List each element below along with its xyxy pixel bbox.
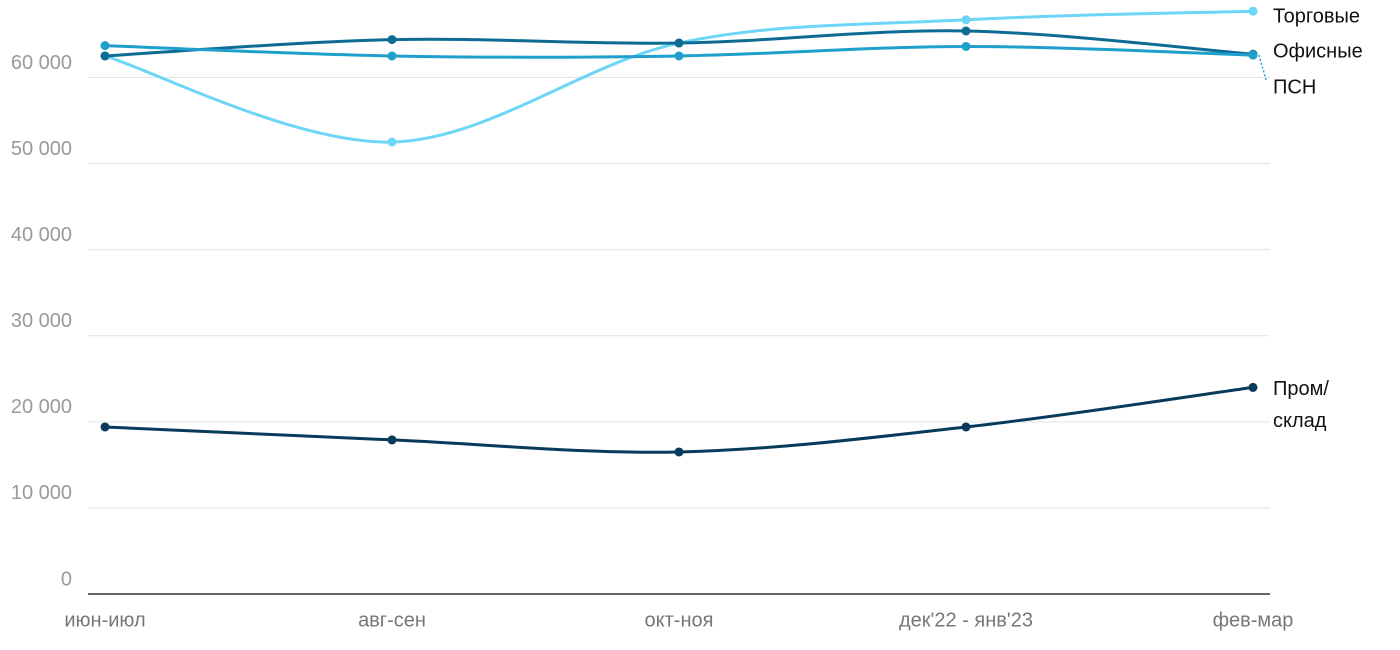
line xyxy=(104,9,1254,144)
point xyxy=(387,51,397,61)
point xyxy=(961,422,971,432)
point xyxy=(1248,50,1258,60)
point xyxy=(100,422,110,432)
legend-label: Торговые xyxy=(1273,5,1360,27)
point xyxy=(100,51,110,61)
legend-label-line: Пром/ xyxy=(1273,378,1329,400)
x-tick-label: окт-ноя xyxy=(645,609,714,631)
y-tick-label: 30 000 xyxy=(11,310,72,332)
point xyxy=(961,41,971,51)
point xyxy=(961,26,971,36)
y-tick-label: 20 000 xyxy=(11,396,72,418)
x-tick-label: дек'22 - янв'23 xyxy=(899,609,1033,631)
x-tick-label: июн-июл xyxy=(64,609,145,631)
point xyxy=(1248,382,1258,392)
leader-line xyxy=(1258,54,1267,81)
point xyxy=(674,38,684,48)
point xyxy=(961,15,971,25)
point xyxy=(387,137,397,147)
point xyxy=(674,51,684,61)
legend-label: Офисные xyxy=(1273,40,1363,62)
y-tick-label: 50 000 xyxy=(11,138,72,160)
point xyxy=(1248,6,1258,16)
y-tick-label: 40 000 xyxy=(11,224,72,246)
x-tick-label: авг-сен xyxy=(358,609,426,631)
y-tick-label: 60 000 xyxy=(11,52,72,74)
line xyxy=(104,385,1254,454)
x-tick-label: фев-мар xyxy=(1213,609,1294,631)
legend-label: ПСН xyxy=(1273,76,1316,98)
point xyxy=(674,447,684,457)
legend-label: Пром/склад xyxy=(1273,378,1329,432)
legend-label-line: склад xyxy=(1273,410,1327,432)
point xyxy=(387,35,397,45)
point xyxy=(387,435,397,445)
point xyxy=(100,41,110,51)
y-tick-label: 10 000 xyxy=(11,482,72,504)
y-tick-label: 0 xyxy=(61,568,72,590)
